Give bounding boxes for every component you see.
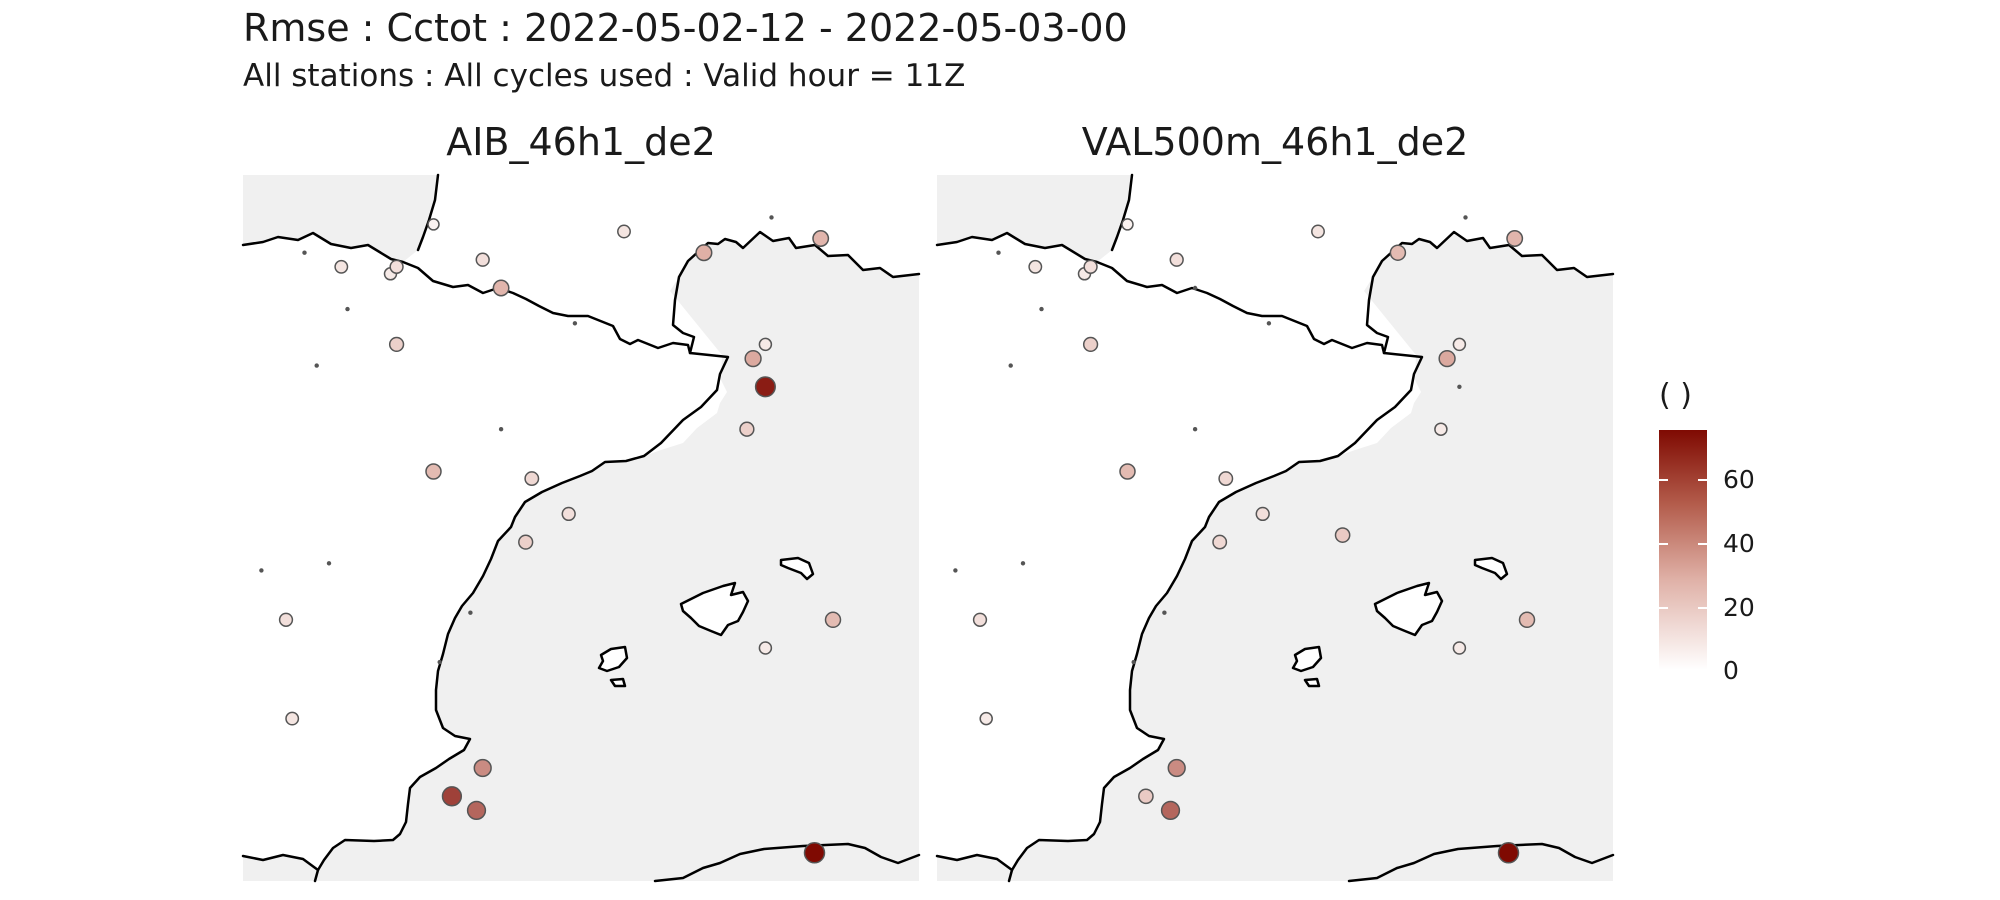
station-marker [1453, 338, 1465, 350]
legend-tick-mark [1659, 479, 1668, 481]
station-marker [443, 787, 462, 806]
map-panel [243, 175, 919, 881]
station-marker [474, 760, 491, 777]
legend-tick-mark [1659, 670, 1668, 672]
station-marker [618, 225, 630, 237]
station-marker [1084, 260, 1097, 273]
station-marker [1170, 253, 1183, 266]
station-marker [980, 713, 992, 725]
station-marker [1312, 225, 1324, 237]
station-marker [438, 660, 442, 664]
legend-tick-mark [1698, 607, 1707, 609]
station-marker [740, 422, 754, 436]
station-marker [745, 351, 761, 367]
station-marker [426, 464, 441, 479]
station-marker [1009, 363, 1013, 367]
legend-tick-mark [1659, 543, 1668, 545]
station-marker [805, 843, 825, 863]
station-marker [1162, 802, 1180, 820]
station-marker [1507, 231, 1522, 246]
station-marker [813, 231, 828, 246]
station-marker [1256, 508, 1269, 521]
station-marker [1139, 789, 1153, 803]
station-marker [696, 245, 712, 261]
station-marker [1021, 561, 1025, 565]
station-marker [468, 802, 486, 820]
station-marker [974, 613, 987, 626]
station-marker [1463, 215, 1467, 219]
legend-tick-label: 40 [1723, 529, 1755, 558]
station-marker [315, 363, 319, 367]
station-marker [826, 612, 841, 627]
station-marker [390, 260, 403, 273]
station-marker [1120, 464, 1135, 479]
formentera-island [611, 679, 625, 686]
map-panel [937, 175, 1613, 881]
station-marker [493, 280, 508, 295]
station-marker [1193, 286, 1197, 290]
station-marker [525, 472, 538, 485]
station-marker [468, 611, 472, 615]
station-marker [1499, 843, 1519, 863]
station-marker [499, 427, 503, 431]
station-marker [1267, 321, 1271, 325]
station-marker [1084, 338, 1098, 352]
station-marker [1193, 427, 1197, 431]
station-marker [476, 253, 489, 266]
legend-tick-label: 20 [1723, 593, 1755, 622]
station-marker [1439, 351, 1455, 367]
station-marker [1219, 472, 1232, 485]
station-marker [1029, 261, 1041, 273]
station-marker [1132, 660, 1136, 664]
station-marker [1457, 385, 1461, 389]
formentera-island [1305, 679, 1319, 686]
station-marker [1039, 307, 1043, 311]
station-marker [335, 261, 347, 273]
station-marker [1213, 535, 1226, 548]
station-marker [1390, 245, 1405, 260]
station-marker [562, 508, 575, 521]
station-marker [759, 338, 771, 350]
station-marker [1162, 611, 1166, 615]
station-marker [1435, 423, 1447, 435]
station-marker [1453, 642, 1465, 654]
station-marker [327, 561, 331, 565]
station-marker [428, 219, 439, 230]
station-marker [1168, 760, 1185, 777]
station-marker [759, 642, 771, 654]
legend-colorbar [1659, 430, 1707, 670]
legend-tick-mark [1698, 670, 1707, 672]
station-marker [280, 613, 293, 626]
station-marker [756, 377, 776, 397]
legend-tick-label: 60 [1723, 465, 1755, 494]
legend-tick-mark [1698, 479, 1707, 481]
station-marker [259, 568, 263, 572]
station-marker [769, 215, 773, 219]
station-marker [345, 307, 349, 311]
station-marker [953, 568, 957, 572]
station-marker [519, 535, 533, 549]
station-marker [286, 712, 298, 724]
legend-title: ( ) [1659, 378, 1692, 413]
station-marker [1520, 612, 1535, 627]
station-marker [1122, 219, 1133, 230]
legend-tick-mark [1659, 607, 1668, 609]
legend-tick-label: 0 [1723, 656, 1739, 685]
station-marker [996, 251, 1000, 255]
station-marker [1336, 528, 1350, 542]
station-marker [573, 321, 577, 325]
legend-tick-mark [1698, 543, 1707, 545]
station-marker [302, 251, 306, 255]
station-marker [390, 338, 404, 352]
